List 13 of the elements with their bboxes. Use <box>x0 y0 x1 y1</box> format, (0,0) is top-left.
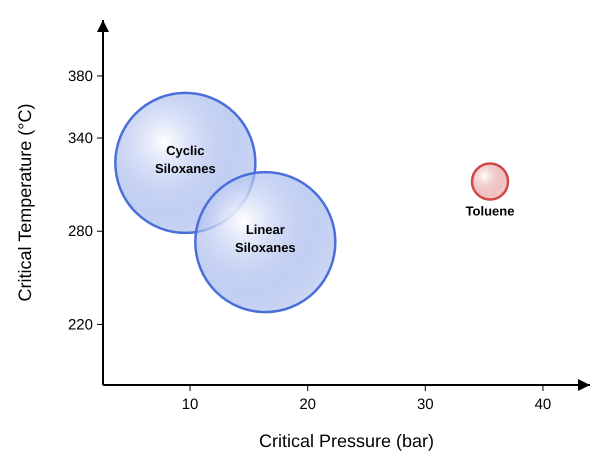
y-tick-label: 340 <box>68 130 93 148</box>
y-tick-label: 280 <box>68 223 93 240</box>
x-tick-label: 30 <box>416 396 434 413</box>
y-tick-label: 220 <box>68 316 93 334</box>
x-axis-title: Critical Pressure (bar) <box>258 431 434 451</box>
series-label: Linear Siloxanes <box>234 222 296 256</box>
y-tick-label: 380 <box>68 68 93 85</box>
y-axis-title: Critical Temperature (°C) <box>15 104 35 302</box>
x-tick-label: 20 <box>299 396 316 413</box>
x-tick-label: 40 <box>534 396 552 413</box>
series-label: Toluene <box>466 204 514 219</box>
x-tick-label: 10 <box>182 396 198 413</box>
series-label: Cyclic Siloxanes <box>154 142 216 176</box>
